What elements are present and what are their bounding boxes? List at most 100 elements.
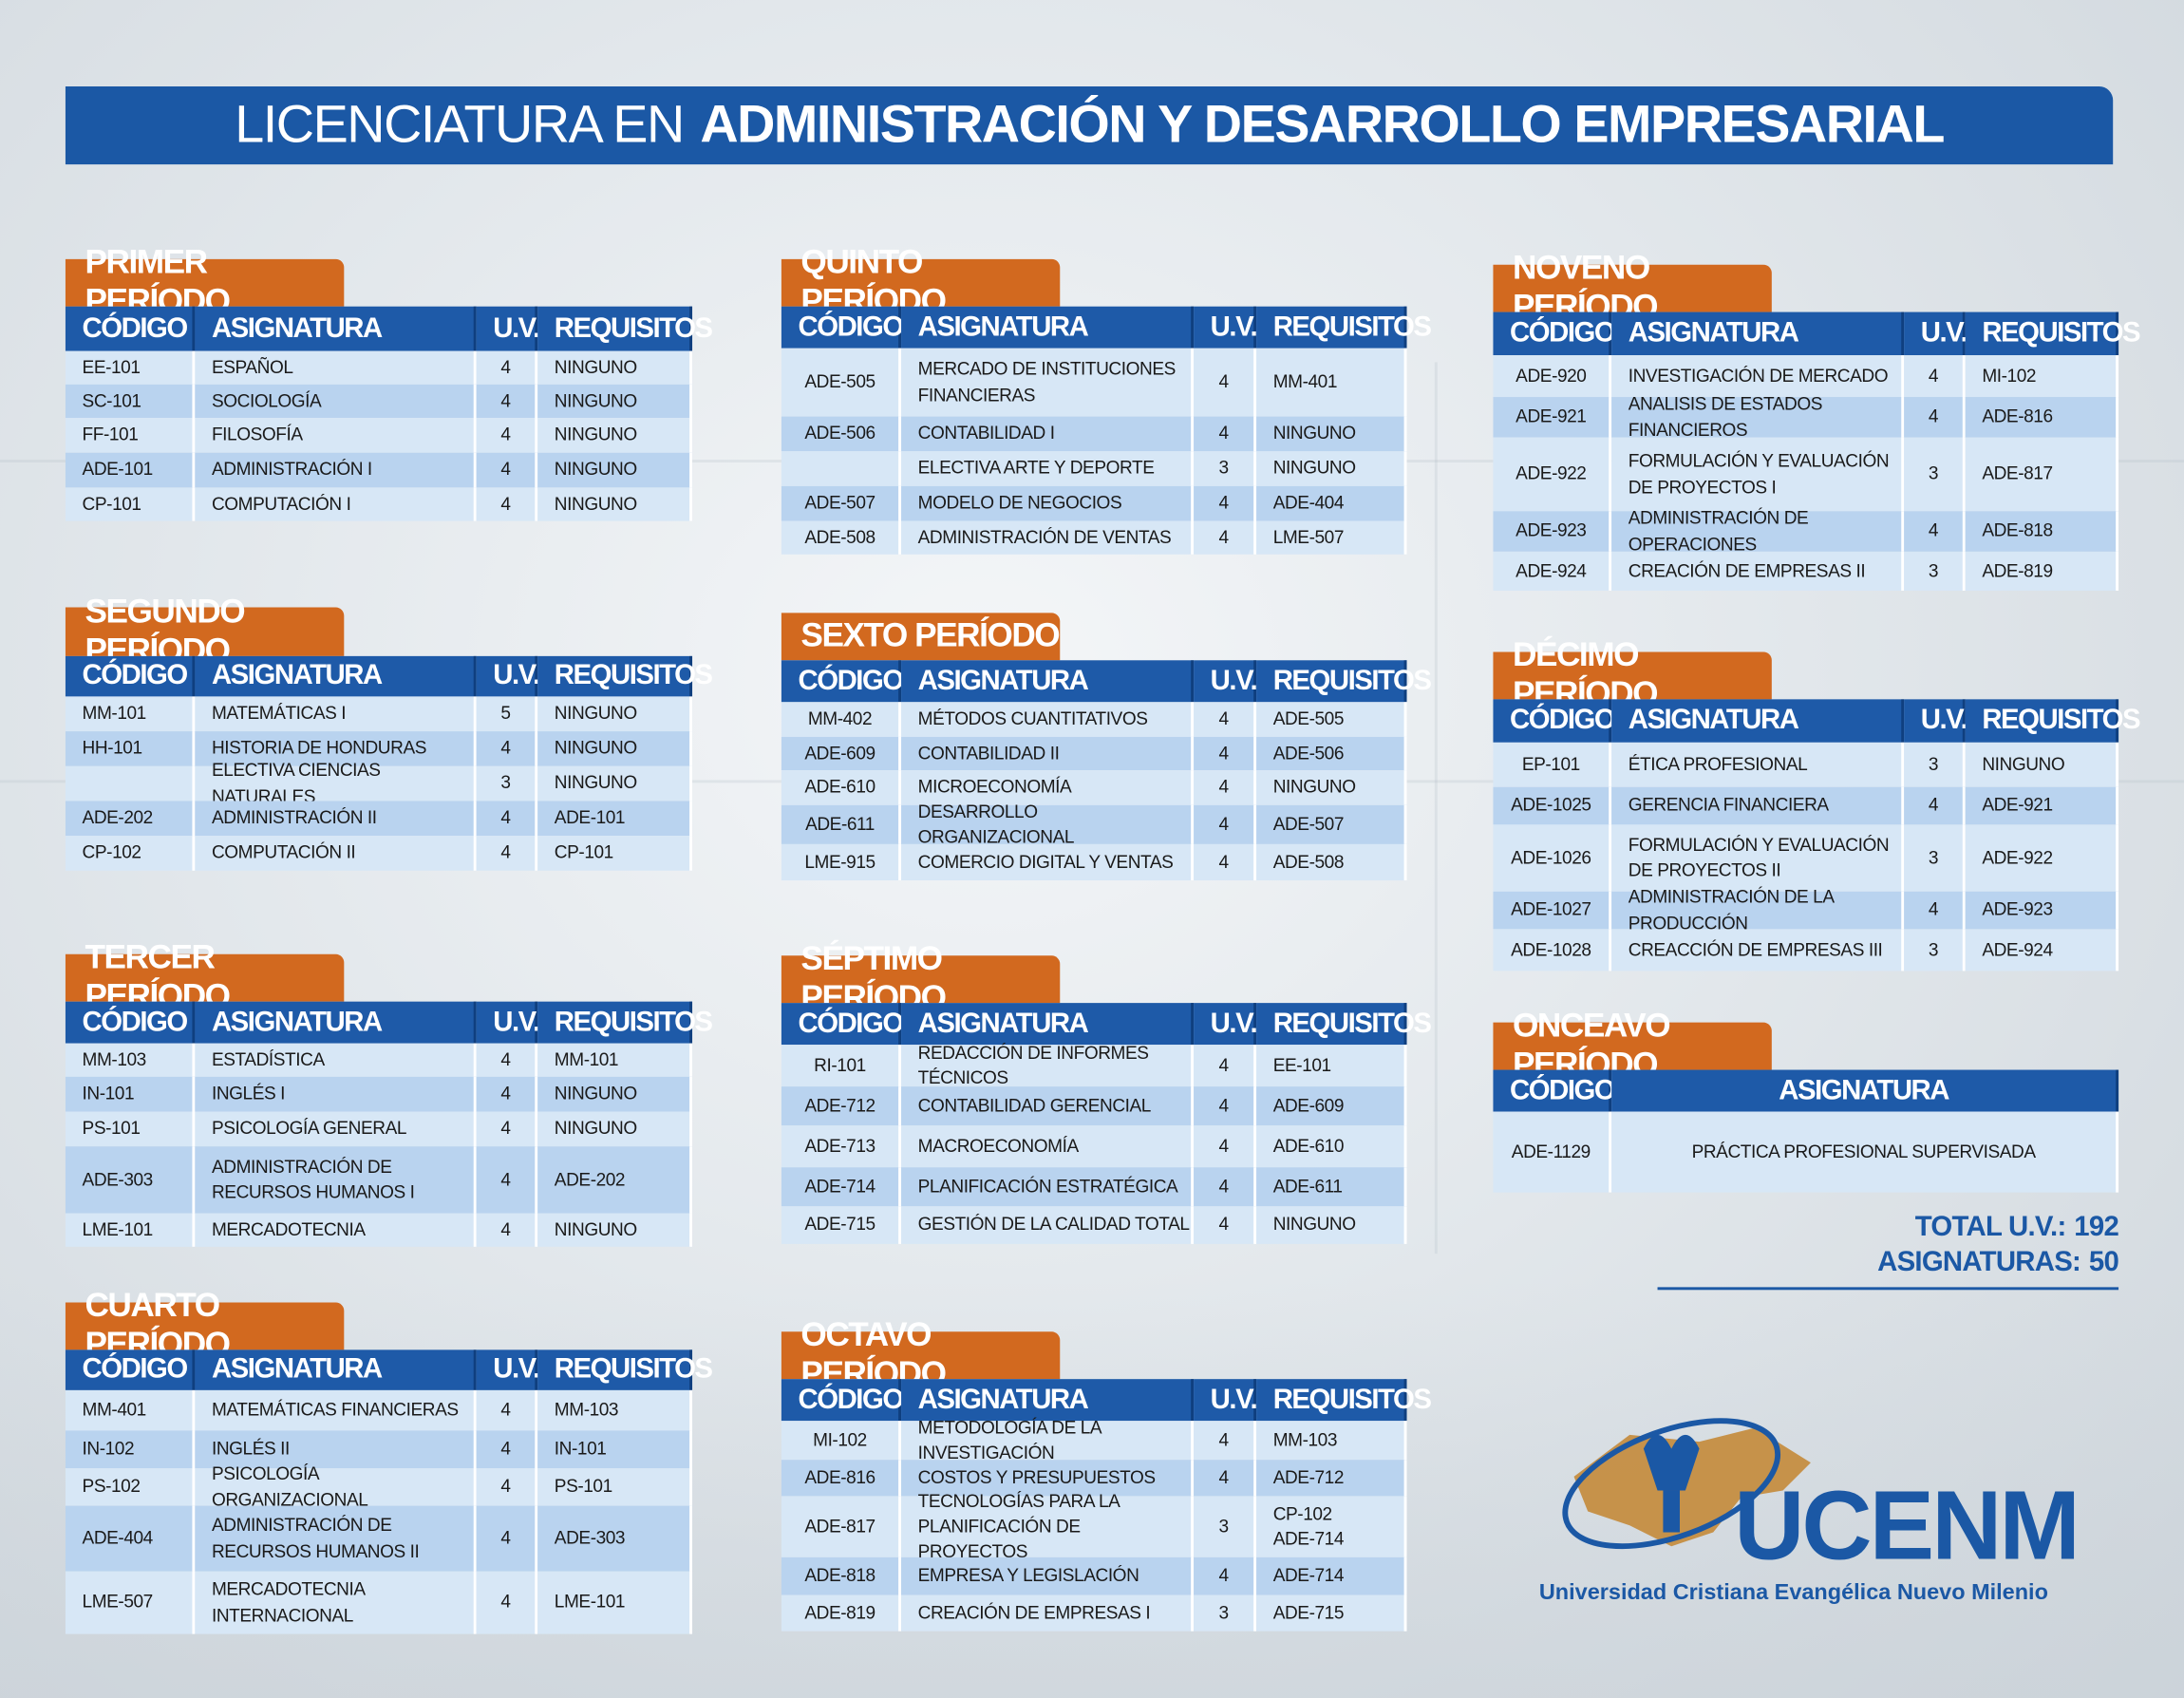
column-header: ASIGNATURA bbox=[901, 306, 1195, 349]
table-cell: ADE-1027 bbox=[1493, 891, 1612, 930]
table-cell: ADE-818 bbox=[1965, 511, 2119, 552]
table-cell: 4 bbox=[1194, 770, 1257, 805]
table-cell: 4 bbox=[476, 801, 538, 837]
table-cell: 3 bbox=[1904, 437, 1966, 512]
table-cell: MM-101 bbox=[65, 696, 196, 732]
table-cell: ADE-101 bbox=[65, 452, 196, 488]
table-cell: MACROECONOMÍA bbox=[901, 1125, 1195, 1168]
table-cell: 3 bbox=[1904, 551, 1966, 591]
table-cell: 4 bbox=[1194, 1167, 1257, 1207]
table-cell: 4 bbox=[1194, 485, 1257, 521]
table-cell: GERENCIA FINANCIERA bbox=[1611, 786, 1905, 825]
table-cell: ADMINISTRACIÓN II bbox=[195, 801, 477, 837]
period-tab: ONCEAVO PERÍODO bbox=[1493, 1008, 1772, 1084]
table-cell: ADE-819 bbox=[1965, 551, 2119, 591]
table-cell: ADE-611 bbox=[781, 804, 902, 844]
totals-rule bbox=[1657, 1287, 2119, 1291]
table-cell: COSTOS Y PRESUPUESTOS bbox=[901, 1460, 1195, 1497]
column-header: REQUISITOS bbox=[1256, 1003, 1432, 1046]
table-cell: ADE-609 bbox=[1256, 1086, 1407, 1126]
column-header: CÓDIGO bbox=[65, 306, 196, 351]
table-cell: METODOLOGÍA DE LA INVESTIGACIÓN bbox=[901, 1417, 1195, 1462]
column-header: REQUISITOS bbox=[537, 306, 713, 351]
table-cell: ESPAÑOL bbox=[195, 350, 477, 385]
table-cell: 4 bbox=[1904, 355, 1966, 398]
table-cell: ADE-609 bbox=[781, 736, 902, 771]
column-header: CÓDIGO bbox=[65, 655, 196, 697]
table-cell: 4 bbox=[476, 1505, 538, 1572]
table-cell: REDACCIÓN DE INFORMES TÉCNICOS bbox=[901, 1042, 1195, 1088]
table-cell: NINGUNO bbox=[1256, 770, 1407, 805]
table-cell: ADE-921 bbox=[1965, 786, 2119, 825]
period-tab: CUARTO PERÍODO bbox=[65, 1287, 345, 1364]
table-cell: ADMINISTRACIÓN I bbox=[195, 452, 477, 488]
table-cell: CREACIÓN DE EMPRESAS II bbox=[1611, 551, 1905, 591]
table-cell: MODELO DE NEGOCIOS bbox=[901, 485, 1195, 521]
table-cell: 4 bbox=[1904, 891, 1966, 930]
logo-subtitle: Universidad Cristiana Evangélica Nuevo M… bbox=[1538, 1580, 2048, 1605]
table-cell: NINGUNO bbox=[537, 418, 693, 453]
table-cell: MERCADOTECNIA INTERNACIONAL bbox=[195, 1571, 477, 1634]
column-header: ASIGNATURA bbox=[1611, 699, 1905, 743]
table-cell: ADE-610 bbox=[1256, 1125, 1407, 1168]
table-cell: ADE-921 bbox=[1493, 397, 1612, 438]
table-cell: 4 bbox=[476, 1389, 538, 1431]
table-cell: GESTIÓN DE LA CALIDAD TOTAL bbox=[901, 1206, 1195, 1244]
table-cell: ADE-101 bbox=[537, 801, 693, 837]
table-cell: INGLÉS I bbox=[195, 1076, 477, 1112]
title-light: LICENCIATURA EN bbox=[235, 95, 685, 155]
table-cell: MERCADO DE INSTITUCIONES FINANCIERAS bbox=[901, 348, 1195, 417]
table-cell: COMPUTACIÓN II bbox=[195, 836, 477, 871]
table-cell: LME-507 bbox=[65, 1571, 196, 1634]
table-cell: 4 bbox=[476, 1043, 538, 1077]
total-label: TOTAL U.V.: bbox=[1914, 1212, 2066, 1243]
table-cell: 4 bbox=[1194, 804, 1257, 844]
table-cell: LME-507 bbox=[1256, 520, 1407, 555]
table-cell: 4 bbox=[1194, 736, 1257, 771]
table-cell: MI-102 bbox=[1965, 355, 2119, 398]
column-header: REQUISITOS bbox=[537, 1001, 713, 1044]
total-value: 192 bbox=[2074, 1212, 2119, 1243]
table-cell: NINGUNO bbox=[537, 487, 693, 521]
table-cell: NINGUNO bbox=[537, 1213, 693, 1247]
table-cell: ANALISIS DE ESTADOS FINANCIEROS bbox=[1611, 393, 1905, 440]
table-cell: NINGUNO bbox=[537, 696, 693, 732]
column-header: REQUISITOS bbox=[1256, 1379, 1432, 1422]
table-cell: MERCADOTECNIA bbox=[195, 1213, 477, 1247]
table-cell: CONTABILIDAD GERENCIAL bbox=[901, 1086, 1195, 1126]
table-cell: 4 bbox=[476, 1571, 538, 1634]
table-cell: ADE-505 bbox=[1256, 702, 1407, 737]
table-cell: DESARROLLO ORGANIZACIONAL bbox=[901, 801, 1195, 847]
table-cell: ADMINISTRACIÓN DE VENTAS bbox=[901, 520, 1195, 555]
table-cell: ADE-818 bbox=[781, 1556, 902, 1595]
table-cell: ADE-920 bbox=[1493, 355, 1612, 398]
column-header: U.V. bbox=[476, 306, 540, 351]
table-cell: ADE-1129 bbox=[1493, 1111, 1612, 1193]
column-header: CÓDIGO bbox=[65, 1349, 196, 1390]
table-cell: PLANIFICACIÓN ESTRATÉGICA bbox=[901, 1167, 1195, 1207]
table-cell: 4 bbox=[1194, 1086, 1257, 1126]
column-header: ASIGNATURA bbox=[901, 1003, 1195, 1046]
period-tab: SEGUNDO PERÍODO bbox=[65, 593, 345, 670]
table-cell: 3 bbox=[1194, 1496, 1257, 1557]
table-cell: 4 bbox=[476, 418, 538, 453]
table-cell: ADE-505 bbox=[781, 348, 902, 417]
column-header: U.V. bbox=[1904, 699, 1968, 743]
table-cell: 4 bbox=[1194, 1460, 1257, 1497]
table-cell: 4 bbox=[1904, 786, 1966, 825]
table-cell: MI-102 bbox=[781, 1421, 902, 1461]
table-cell: MM-103 bbox=[537, 1389, 693, 1431]
table-cell: ADE-303 bbox=[537, 1505, 693, 1572]
table-cell: FILOSOFÍA bbox=[195, 418, 477, 453]
table-cell: MM-103 bbox=[65, 1043, 196, 1077]
logo-name: UCENM bbox=[1734, 1470, 2080, 1580]
table-cell: NINGUNO bbox=[537, 1111, 693, 1147]
table-cell: ELECTIVA ARTE Y DEPORTE bbox=[901, 451, 1195, 486]
table-cell: 4 bbox=[476, 487, 538, 521]
column-header: ASIGNATURA bbox=[1611, 1069, 2119, 1112]
table-cell: PSICOLOGÍA ORGANIZACIONAL bbox=[195, 1463, 477, 1509]
table-cell: CONTABILIDAD I bbox=[901, 416, 1195, 452]
table-cell: 4 bbox=[476, 731, 538, 766]
table-cell: MM-103 bbox=[1256, 1421, 1407, 1461]
